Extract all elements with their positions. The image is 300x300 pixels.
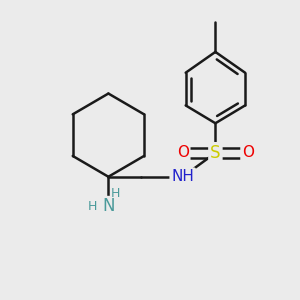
Text: S: S — [210, 144, 220, 162]
Text: NH: NH — [171, 169, 194, 184]
Text: H: H — [87, 200, 97, 213]
Text: O: O — [242, 146, 254, 160]
Text: N: N — [102, 197, 115, 215]
Text: H: H — [111, 187, 121, 200]
Text: O: O — [177, 146, 189, 160]
